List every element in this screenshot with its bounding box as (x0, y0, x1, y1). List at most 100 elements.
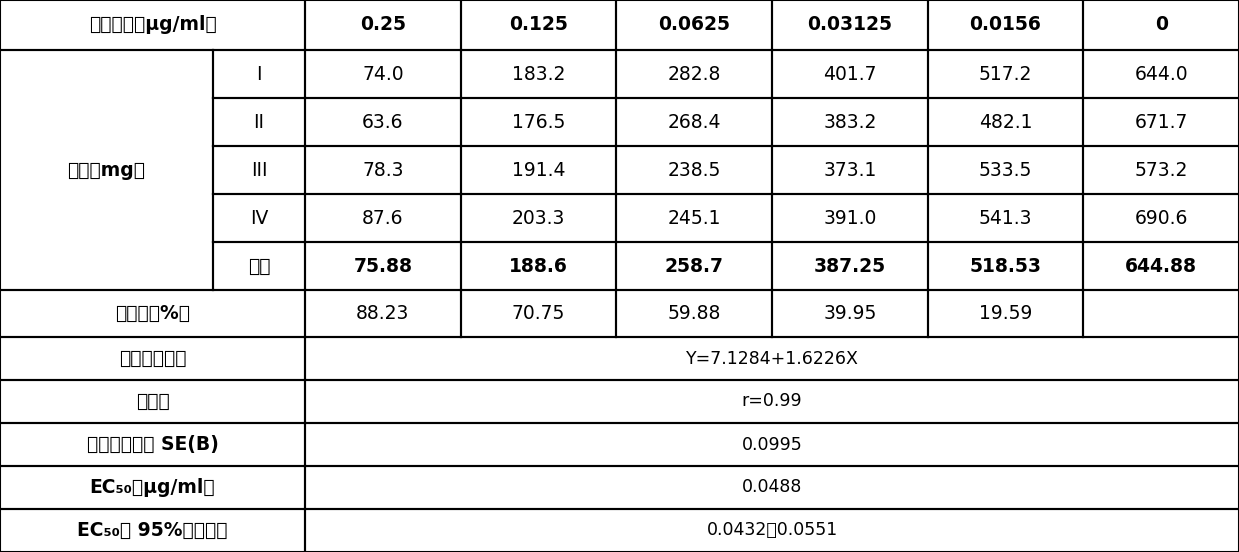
Bar (305, 194, 461, 242)
Text: I: I (256, 65, 261, 83)
Text: r=0.99: r=0.99 (742, 392, 803, 411)
Text: 0.0625: 0.0625 (658, 15, 730, 34)
Text: 59.88: 59.88 (668, 304, 721, 323)
Bar (461, 98, 616, 146)
Text: 573.2: 573.2 (1135, 161, 1188, 179)
Text: 0.0995: 0.0995 (742, 436, 803, 454)
Bar (1083, 50, 1239, 98)
Bar (213, 242, 305, 290)
Bar (928, 194, 1083, 242)
Text: 188.6: 188.6 (509, 257, 567, 275)
Text: 74.0: 74.0 (362, 65, 404, 83)
Bar (461, 242, 616, 290)
Text: 258.7: 258.7 (664, 257, 724, 275)
Bar (928, 98, 1083, 146)
Text: 203.3: 203.3 (512, 209, 565, 227)
Bar (0, 0, 305, 50)
Text: 斜率的标准误 SE(B): 斜率的标准误 SE(B) (87, 435, 218, 454)
Text: 183.2: 183.2 (512, 65, 565, 83)
Text: 644.88: 644.88 (1125, 257, 1197, 275)
Bar (928, 290, 1083, 337)
Bar (305, 466, 1239, 509)
Text: 0.125: 0.125 (509, 15, 567, 34)
Text: II: II (254, 113, 264, 131)
Bar (0, 337, 305, 380)
Bar (0, 380, 305, 423)
Bar (1083, 98, 1239, 146)
Bar (928, 242, 1083, 290)
Bar (305, 146, 461, 194)
Bar (305, 423, 1239, 466)
Bar (1083, 242, 1239, 290)
Bar (616, 194, 772, 242)
Bar (461, 290, 616, 337)
Bar (461, 50, 616, 98)
Bar (305, 242, 461, 290)
Text: 533.5: 533.5 (979, 161, 1032, 179)
Text: 0.0488: 0.0488 (742, 479, 802, 496)
Text: 87.6: 87.6 (362, 209, 404, 227)
Text: 391.0: 391.0 (823, 209, 876, 227)
Text: EC₅₀的 95%置信区间: EC₅₀的 95%置信区间 (77, 521, 228, 540)
Bar (213, 146, 305, 194)
Text: 干重（mg）: 干重（mg） (67, 161, 145, 179)
Bar (1083, 194, 1239, 242)
Bar (772, 290, 928, 337)
Text: 176.5: 176.5 (512, 113, 565, 131)
Text: 238.5: 238.5 (668, 161, 721, 179)
Bar (213, 98, 305, 146)
Text: 482.1: 482.1 (979, 113, 1032, 131)
Bar (616, 242, 772, 290)
Bar (772, 146, 928, 194)
Text: 191.4: 191.4 (512, 161, 565, 179)
Text: EC₅₀（μg/ml）: EC₅₀（μg/ml） (89, 478, 216, 497)
Text: 517.2: 517.2 (979, 65, 1032, 83)
Bar (928, 146, 1083, 194)
Text: 387.25: 387.25 (814, 257, 886, 275)
Text: 401.7: 401.7 (823, 65, 876, 83)
Bar (0, 50, 213, 290)
Text: 0.0432～0.0551: 0.0432～0.0551 (706, 522, 838, 539)
Bar (461, 146, 616, 194)
Text: 0.03125: 0.03125 (808, 15, 892, 34)
Bar (772, 242, 928, 290)
Bar (461, 0, 616, 50)
Bar (0, 466, 305, 509)
Text: 383.2: 383.2 (823, 113, 876, 131)
Bar (772, 50, 928, 98)
Bar (616, 98, 772, 146)
Bar (616, 146, 772, 194)
Text: 541.3: 541.3 (979, 209, 1032, 227)
Text: 282.8: 282.8 (668, 65, 721, 83)
Text: 518.53: 518.53 (969, 257, 1042, 275)
Bar (772, 194, 928, 242)
Text: 抑制率（%）: 抑制率（%） (115, 304, 190, 323)
Text: 671.7: 671.7 (1135, 113, 1188, 131)
Text: IV: IV (250, 209, 268, 227)
Text: 0: 0 (1155, 15, 1167, 34)
Bar (0, 290, 305, 337)
Text: 245.1: 245.1 (668, 209, 721, 227)
Bar (305, 380, 1239, 423)
Bar (213, 50, 305, 98)
Bar (928, 0, 1083, 50)
Text: 相关性: 相关性 (135, 392, 170, 411)
Text: 39.95: 39.95 (823, 304, 876, 323)
Text: 药剂浓度（μg/ml）: 药剂浓度（μg/ml） (89, 15, 217, 34)
Text: 75.88: 75.88 (353, 257, 413, 275)
Bar (772, 98, 928, 146)
Bar (0, 509, 305, 552)
Text: 690.6: 690.6 (1135, 209, 1188, 227)
Text: 70.75: 70.75 (512, 304, 565, 323)
Text: III: III (250, 161, 268, 179)
Text: 平均: 平均 (248, 257, 270, 275)
Bar (928, 50, 1083, 98)
Bar (213, 194, 305, 242)
Bar (305, 337, 1239, 380)
Bar (1083, 290, 1239, 337)
Bar (305, 0, 461, 50)
Bar (616, 50, 772, 98)
Bar (772, 0, 928, 50)
Text: 毒力回归方程: 毒力回归方程 (119, 349, 186, 368)
Text: 0.0156: 0.0156 (970, 15, 1042, 34)
